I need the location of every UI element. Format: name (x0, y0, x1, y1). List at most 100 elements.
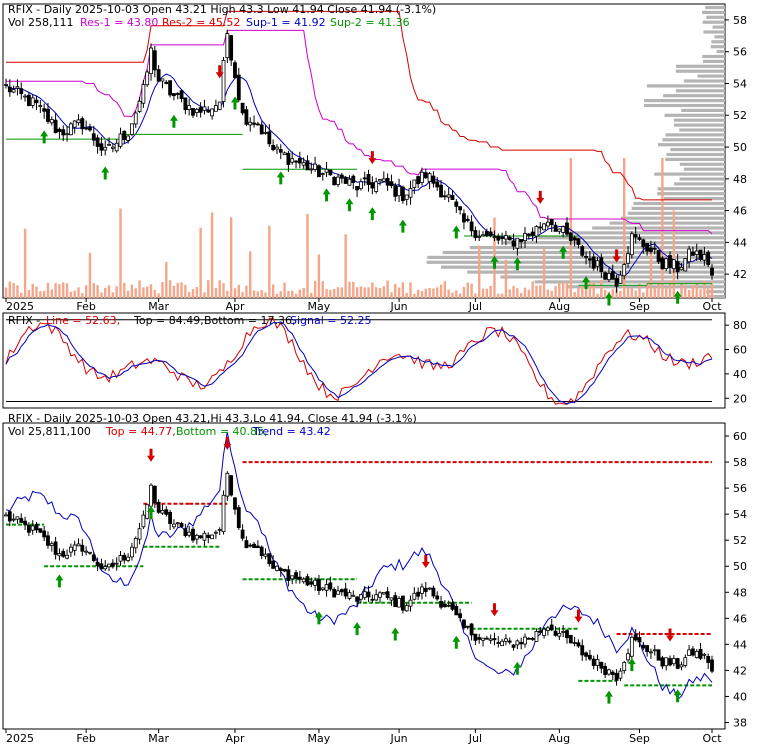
pivot-lines (5, 431, 713, 701)
candle-body (561, 226, 566, 233)
volume-bar (645, 282, 649, 298)
profile-bar (665, 157, 725, 161)
volume-bar (531, 281, 534, 298)
pivot-candle-body (168, 511, 172, 524)
profile-bar (676, 64, 725, 68)
volume-bars (4, 158, 714, 298)
candle-body (504, 235, 508, 240)
pivot-candle-body (439, 601, 443, 608)
volume-bar (470, 283, 473, 298)
volume-bar (54, 283, 57, 298)
pivot-buy-arrow (147, 505, 156, 519)
volume-bar (416, 289, 420, 298)
candle-body (683, 258, 688, 272)
candle-body (282, 152, 287, 156)
price-title: RFIX - Daily 2025-10-03 Open 43.21 High … (8, 3, 436, 16)
pivot-candle-body (282, 568, 287, 572)
pivot-candle-body (164, 509, 169, 515)
pivot-candle-body (317, 578, 321, 591)
candle-body (465, 218, 470, 221)
candle-body (191, 107, 195, 116)
volume-bar (8, 281, 12, 298)
candle-body (687, 248, 692, 263)
pivot-candle-body (57, 553, 62, 557)
candle-body (458, 206, 463, 211)
volume-bar (497, 293, 500, 298)
profile-bar (674, 182, 725, 186)
pivot-candle-body (477, 637, 482, 640)
candle-body (404, 194, 409, 200)
volume-bar (355, 287, 359, 298)
candle-body (576, 238, 581, 245)
volume-bar (168, 280, 172, 298)
volume-profile (426, 5, 725, 299)
volume-bar (439, 284, 443, 298)
pivot-candle-body (515, 640, 520, 646)
profile-bar (644, 103, 725, 108)
volume-bar (226, 290, 229, 298)
x-tick-label: 2025 (6, 732, 34, 745)
pivot-candle-body (664, 657, 669, 667)
pivot-candle-body (53, 541, 58, 555)
buy-arrow (604, 292, 613, 306)
x-tick-label: Aug (549, 732, 570, 745)
candle-body (530, 231, 535, 236)
candle-body (370, 182, 375, 189)
pivot-candle-body (366, 591, 371, 598)
candle-body (450, 195, 455, 200)
candle-body (477, 235, 482, 238)
volume-bar (157, 293, 160, 298)
candle-body (454, 201, 459, 207)
volume-bar (687, 289, 691, 298)
y-tick-label: 54 (733, 77, 747, 90)
profile-bar (627, 211, 725, 215)
volume-bar (592, 282, 595, 298)
volume-bar (283, 282, 286, 298)
volume-bar (222, 283, 225, 298)
pivot-candle-body (530, 638, 535, 640)
candle-body (565, 222, 569, 235)
candle-body (107, 143, 111, 146)
candle-body (23, 95, 27, 98)
pivot-candle-body (49, 543, 54, 547)
pivot-candle-body (442, 603, 447, 608)
candle-body (252, 122, 256, 125)
volume-bar (195, 287, 199, 298)
volume-bar (504, 259, 508, 298)
pivot-candle-body (191, 528, 195, 541)
x-tick-label: Mar (148, 300, 169, 313)
volume-bar (691, 285, 695, 298)
candle-body (439, 184, 443, 198)
volume-bar (474, 293, 477, 298)
volume-bar (241, 291, 244, 298)
pivot-candle-body (416, 591, 421, 597)
pivot-candle-body (355, 596, 359, 602)
volume-bar (642, 292, 645, 298)
pivot-candle-body (561, 631, 566, 633)
buy-arrow (276, 171, 285, 185)
pivot-panel: 38 40 42 44 46 48 50 52 54 56 58 60 2025 Feb Mar Apr Ma… (2, 412, 747, 745)
pivot-sell-arrow (147, 448, 156, 462)
pivot-plot-frame (2, 422, 726, 730)
pivot-candle-body (175, 522, 180, 525)
stochastic-plot-frame (2, 312, 726, 409)
pivot-candle-body (637, 637, 642, 643)
candle-body (49, 119, 54, 124)
candle-body (400, 186, 405, 202)
volume-bar (649, 249, 653, 298)
candle-body (183, 97, 188, 111)
volume-bar (100, 292, 103, 298)
candle-body (236, 74, 241, 101)
pivot-candle-body (622, 662, 627, 671)
volume-bar (321, 281, 324, 298)
profile-bar (644, 99, 725, 103)
volume-bar (565, 282, 569, 298)
pivot-top-label: Top = 44.77, (105, 425, 176, 438)
pivot-candle-body (99, 563, 104, 570)
x-tick-label: 2025 (6, 300, 34, 313)
volume-bar (519, 292, 523, 298)
candle-body (168, 80, 172, 96)
candle-body (294, 160, 298, 163)
candle-body (4, 84, 8, 86)
volume-bar (115, 286, 118, 298)
